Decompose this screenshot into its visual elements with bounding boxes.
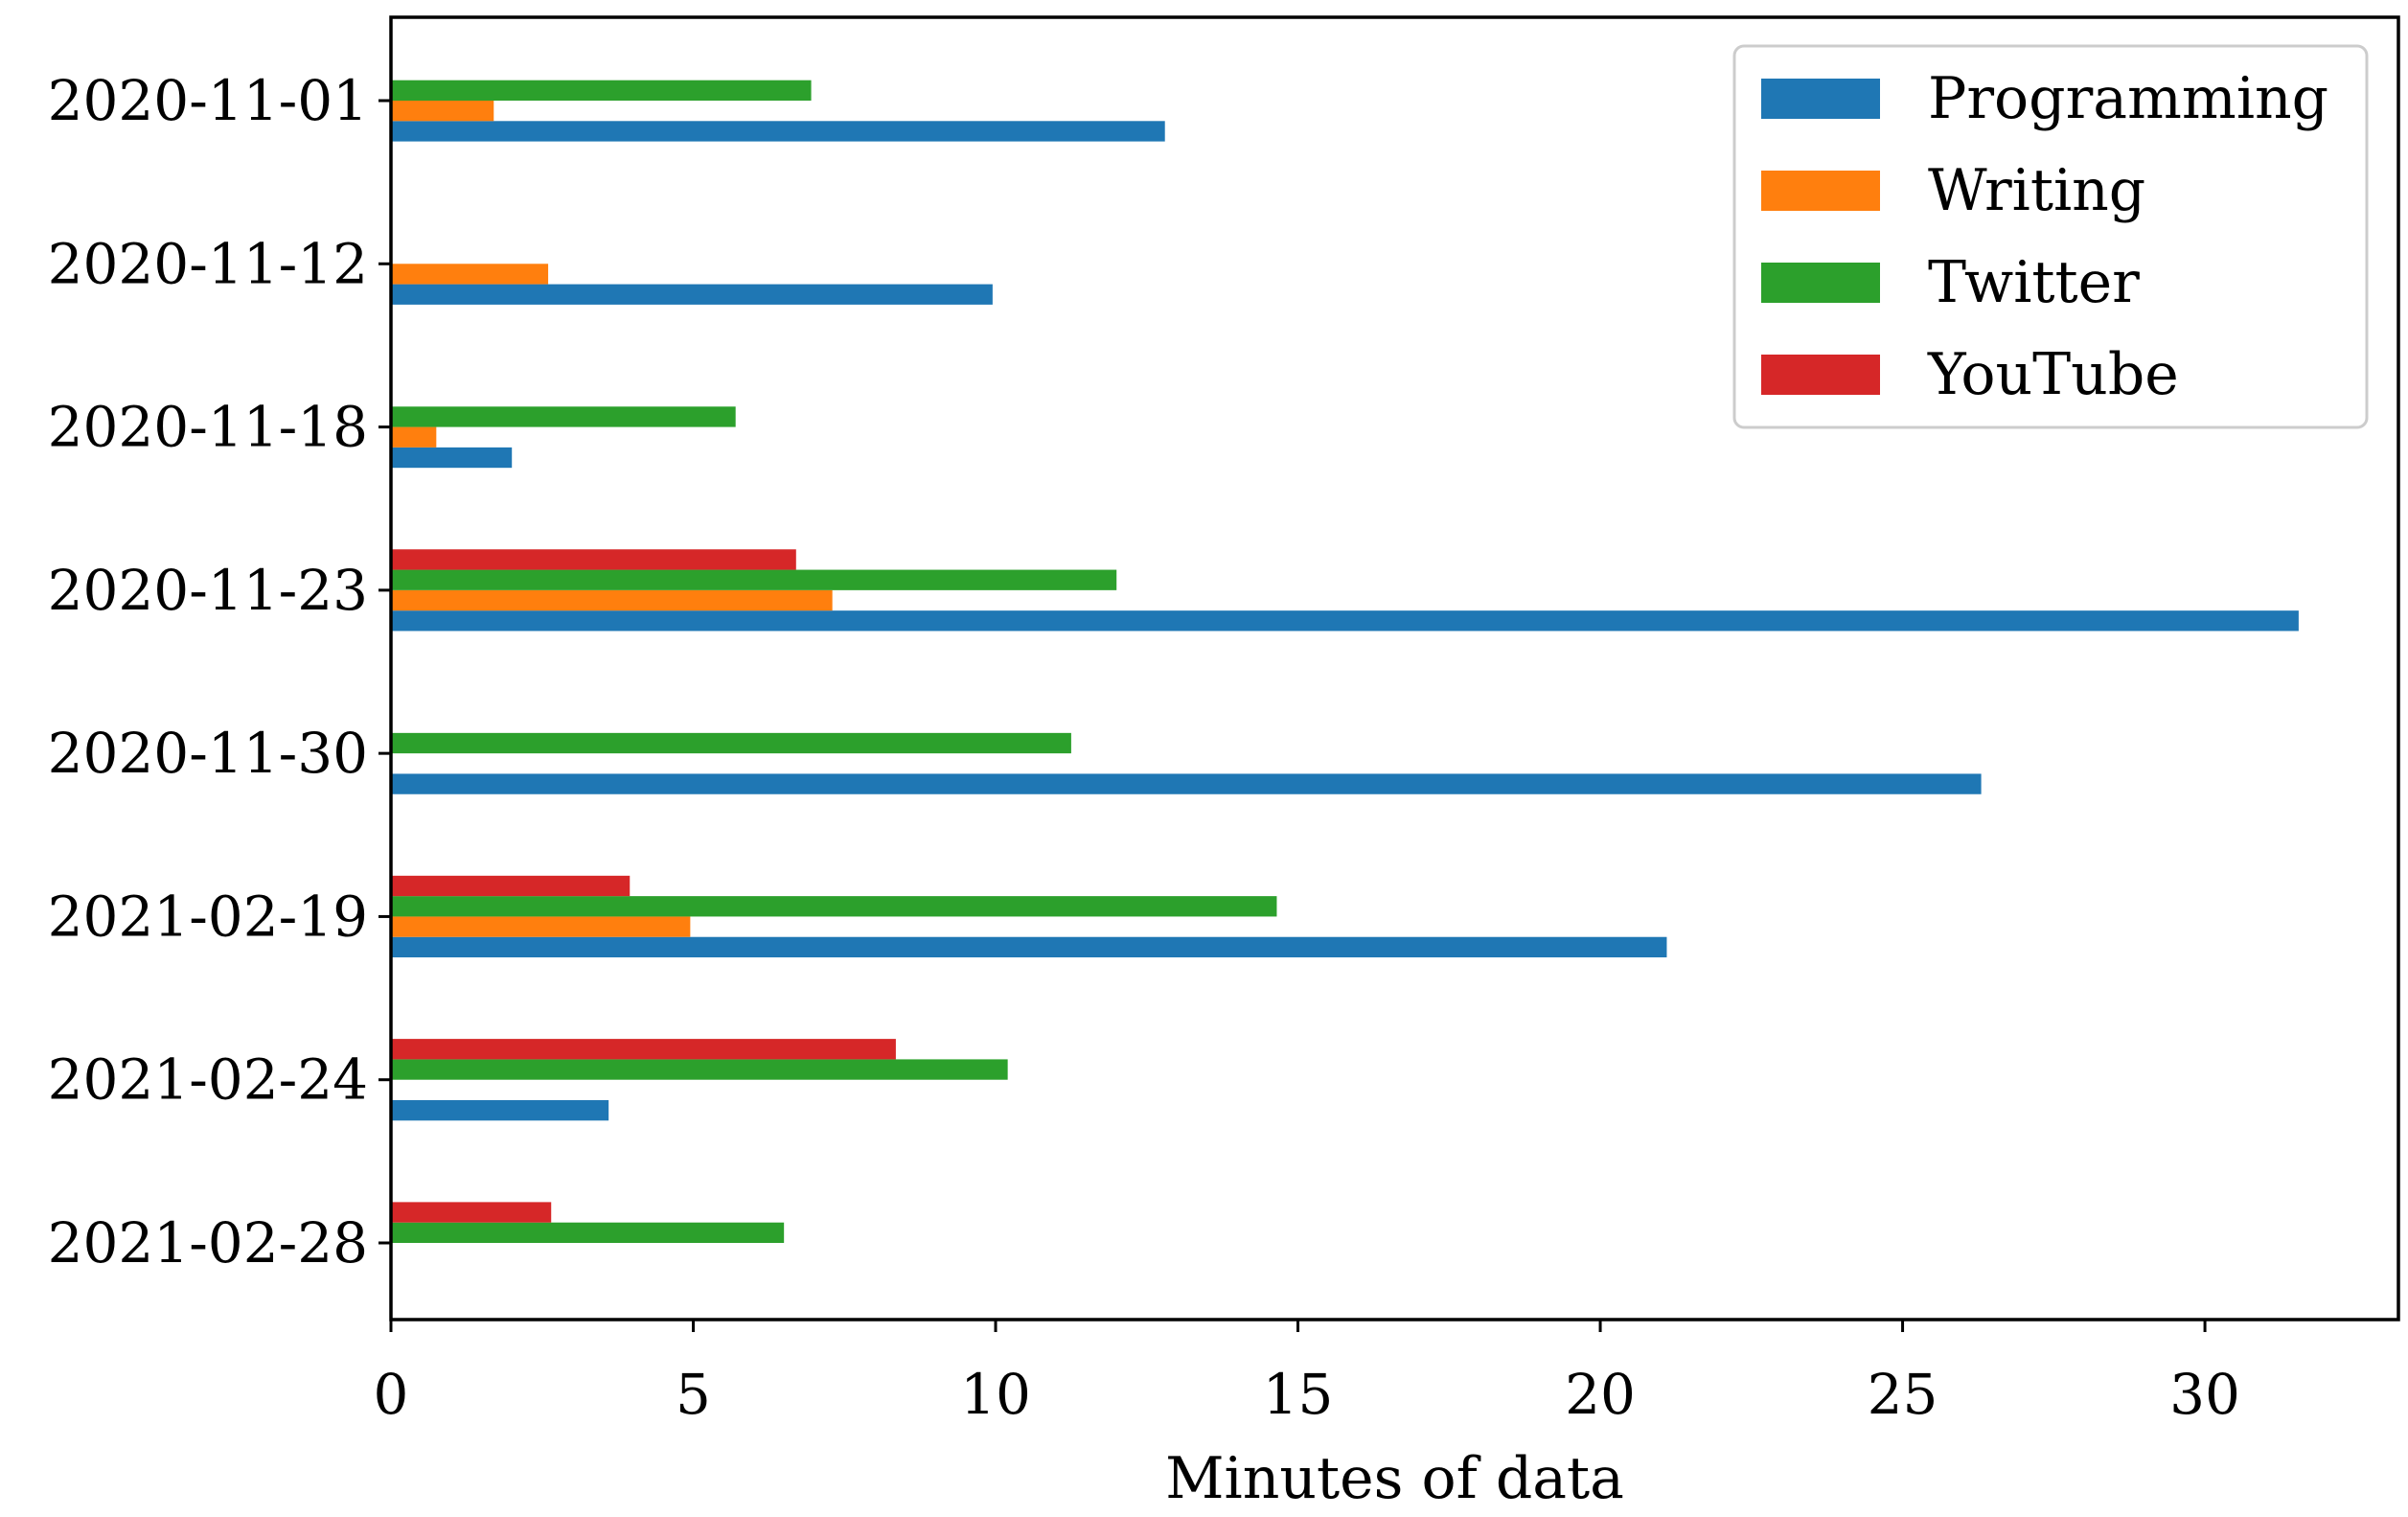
x-axis: 0 5 10 15 20 25 30: [374, 1320, 2240, 1427]
legend-swatch-twitter: [1761, 263, 1880, 303]
bar-twitter-2020-11-18: [391, 406, 736, 427]
bar-twitter-2020-11-23: [391, 569, 1117, 590]
bar-youtube-2021-02-24: [391, 1039, 896, 1060]
legend: Programming Writing Twitter YouTube: [1732, 44, 2369, 429]
x-tick-label: 25: [1868, 1362, 1938, 1427]
y-tick-label: 2020-11-30: [48, 721, 368, 786]
y-tick-label: 2020-11-18: [48, 395, 368, 460]
bar-writing-2020-11-01: [391, 101, 494, 122]
bar-twitter-2021-02-24: [391, 1059, 1008, 1080]
bar-twitter-2021-02-28: [391, 1222, 785, 1243]
bar-writing-2020-11-12: [391, 264, 549, 285]
bar-programming-2020-11-18: [391, 447, 513, 469]
bar-programming-2020-11-12: [391, 284, 993, 305]
y-tick-label: 2021-02-19: [48, 884, 368, 949]
plot-frame: [389, 15, 2400, 1322]
x-tick-label: 30: [2169, 1362, 2240, 1427]
bar-youtube-2020-11-23: [391, 549, 796, 570]
bar-writing-2020-11-23: [391, 589, 833, 611]
legend-swatch-programming: [1761, 79, 1880, 119]
bar-youtube-2021-02-19: [391, 875, 631, 897]
bar-programming-2020-11-30: [391, 773, 1982, 794]
x-axis-title: Minutes of data: [1165, 1445, 1624, 1512]
bar-twitter-2021-02-19: [391, 896, 1277, 917]
bar-programming-2021-02-24: [391, 1100, 609, 1121]
y-tick-label: 2020-11-23: [48, 558, 368, 623]
legend-swatch-youtube: [1761, 355, 1880, 395]
legend-swatch-writing: [1761, 171, 1880, 211]
bar-programming-2020-11-23: [391, 610, 2299, 632]
y-tick-label: 2020-11-01: [48, 68, 368, 133]
x-tick-label: 0: [374, 1362, 409, 1427]
y-tick-label: 2020-11-12: [48, 231, 368, 296]
legend-label-writing: Writing: [1928, 157, 2145, 224]
y-tick-label: 2021-02-24: [48, 1047, 368, 1113]
bar-twitter-2020-11-30: [391, 732, 1071, 754]
legend-label-programming: Programming: [1928, 65, 2328, 132]
y-axis: 2020-11-01 2020-11-12 2020-11-18 2020-11-23…: [48, 68, 391, 1276]
bar-youtube-2021-02-28: [391, 1202, 552, 1223]
bar-programming-2021-02-19: [391, 936, 1667, 958]
bars-group: [391, 80, 2299, 1243]
x-tick-label: 20: [1565, 1362, 1636, 1427]
bar-twitter-2020-11-01: [391, 80, 812, 101]
y-tick-label: 2021-02-28: [48, 1210, 368, 1276]
legend-label-twitter: Twitter: [1928, 249, 2140, 316]
bar-programming-2020-11-01: [391, 121, 1165, 142]
x-tick-label: 15: [1263, 1362, 1334, 1427]
x-tick-label: 5: [676, 1362, 711, 1427]
bar-writing-2021-02-19: [391, 916, 691, 937]
x-tick-label: 10: [960, 1362, 1031, 1427]
legend-box: [1732, 44, 2369, 429]
bar-writing-2020-11-18: [391, 426, 437, 448]
legend-label-youtube: YouTube: [1927, 341, 2179, 408]
